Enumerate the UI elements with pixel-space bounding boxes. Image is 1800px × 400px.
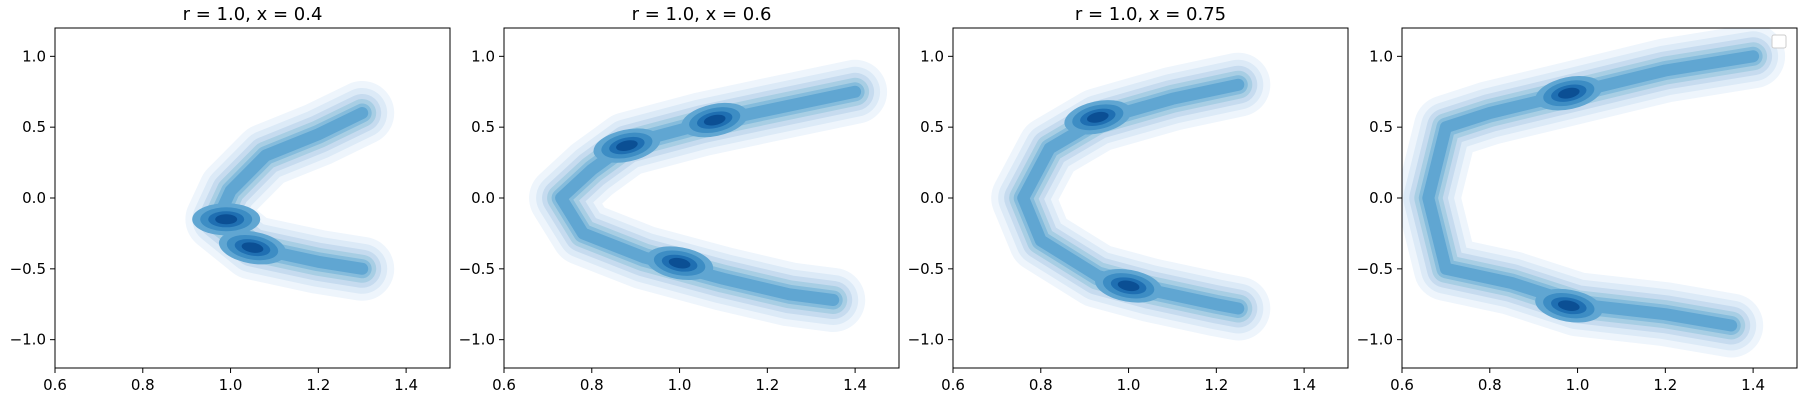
y-tick-label: −0.5: [459, 260, 495, 278]
y-tick-label: −1.0: [1357, 331, 1393, 349]
subplot-title: r = 1.0, x = 0.4: [183, 4, 323, 25]
x-tick-label: 0.6: [43, 376, 67, 394]
x-tick-label: 0.8: [580, 376, 604, 394]
x-tick-label: 1.4: [394, 376, 418, 394]
density-peak-2-level-4: [703, 114, 726, 126]
x-tick-label: 1.2: [306, 376, 330, 394]
x-tick-label: 1.4: [1741, 376, 1765, 394]
subplot-title: r = 1.0, x = 0.75: [1075, 4, 1226, 25]
x-tick-label: 1.0: [1117, 376, 1141, 394]
x-tick-label: 1.0: [219, 376, 243, 394]
y-tick-label: 1.0: [920, 47, 944, 65]
y-tick-label: 1.0: [1369, 47, 1393, 65]
density-contours: [185, 81, 395, 301]
y-tick-label: 1.0: [22, 47, 46, 65]
x-tick-label: 0.6: [941, 376, 965, 394]
y-tick-label: 0.0: [920, 189, 944, 207]
y-tick-label: 0.5: [1369, 118, 1393, 136]
x-tick-label: 0.8: [1029, 376, 1053, 394]
density-contours: [529, 59, 888, 332]
x-tick-label: 1.4: [843, 376, 867, 394]
density-peak-3-level-4: [668, 257, 691, 269]
y-tick-label: 1.0: [471, 47, 495, 65]
density-peak-1-level-4: [1557, 87, 1580, 99]
y-tick-label: −0.5: [1357, 260, 1393, 278]
y-tick-label: 0.5: [920, 118, 944, 136]
density-peak-1-level-4: [215, 214, 238, 225]
x-tick-label: 0.8: [1478, 376, 1502, 394]
x-tick-label: 1.2: [1653, 376, 1677, 394]
x-tick-label: 1.4: [1292, 376, 1316, 394]
x-tick-label: 0.8: [131, 376, 155, 394]
y-tick-label: −0.5: [908, 260, 944, 278]
subplot-2: 0.6 0.8 1.0 1.2 1.4 1.0 0.5 0.0 −0.5 −1.0 r = 1.0,…: [459, 4, 900, 394]
legend-box: [1771, 34, 1787, 49]
x-tick-label: 0.6: [1390, 376, 1414, 394]
density-level-6: [1422, 50, 1760, 332]
x-tick-label: 1.2: [1204, 376, 1228, 394]
density-contours: [1402, 28, 1786, 358]
subplot-1: 0.6 0.8 1.0 1.2 1.4 1.0 0.5 0.0 −0.5 −1.0 r = 1.0,…: [10, 4, 451, 394]
subplot-title: r = 1.0, x = 0.6: [632, 4, 772, 25]
x-tick-label: 1.0: [668, 376, 692, 394]
y-tick-label: 0.5: [22, 118, 46, 136]
y-tick-label: 0.0: [1369, 189, 1393, 207]
x-tick-label: 1.2: [755, 376, 779, 394]
x-tick-label: 1.0: [1566, 376, 1590, 394]
y-tick-label: 0.5: [471, 118, 495, 136]
density-peak-1-level-4: [616, 140, 638, 151]
density-peak-2-level-4: [241, 242, 264, 253]
subplot-3: 0.6 0.8 1.0 1.2 1.4 1.0 0.5 0.0 −0.5 −1.0 r = 1.0,…: [908, 4, 1349, 394]
y-tick-label: −0.5: [10, 260, 46, 278]
y-tick-label: −1.0: [10, 331, 46, 349]
subplot-4: 0.6 0.8 1.0 1.2 1.4 1.0 0.5 0.0 −0.5 −1.0: [1357, 27, 1798, 394]
y-tick-label: −1.0: [908, 331, 944, 349]
density-level-6: [1017, 78, 1245, 315]
y-tick-label: 0.0: [22, 189, 46, 207]
density-peak-2-level-4: [1557, 300, 1580, 311]
y-tick-label: 0.0: [471, 189, 495, 207]
x-tick-label: 0.6: [492, 376, 516, 394]
density-peak-1-level-4: [1086, 111, 1109, 123]
y-tick-label: −1.0: [459, 331, 495, 349]
density-peak-2-level-4: [1117, 280, 1140, 292]
density-contours: [991, 52, 1271, 341]
